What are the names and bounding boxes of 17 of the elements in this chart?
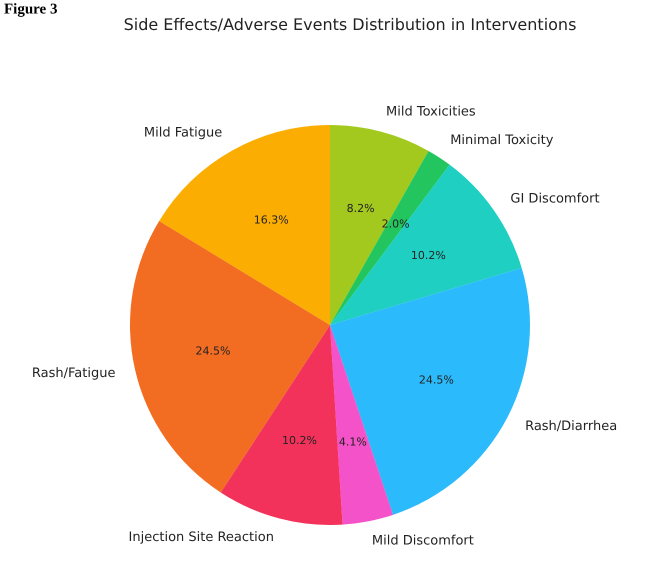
slice-label: Minimal Toxicity	[450, 133, 554, 148]
caption: Figure 3	[4, 1, 58, 18]
slice-label: GI Discomfort	[510, 191, 600, 206]
data-label: 4.1%	[338, 436, 367, 449]
data-label: 24.5%	[195, 344, 230, 358]
data-label: 8.2%	[346, 202, 375, 215]
slice-label: Rash/Fatigue	[32, 366, 116, 382]
data-label: 16.3%	[254, 213, 289, 226]
slice-label: Mild Discomfort	[372, 533, 474, 548]
slice-label: Rash/Diarrhea	[525, 419, 618, 434]
slice-label: Mild Fatigue	[144, 126, 222, 141]
data-label: 10.2%	[282, 434, 317, 447]
data-label: 24.5%	[418, 373, 454, 386]
data-label: 10.2%	[410, 249, 446, 262]
slice-label: Injection Site Reaction	[128, 530, 274, 546]
slice-label: Mild Toxicities	[386, 104, 476, 120]
chart-title: Side Effects/Adverse Events Distribution in Interventions	[124, 15, 576, 34]
